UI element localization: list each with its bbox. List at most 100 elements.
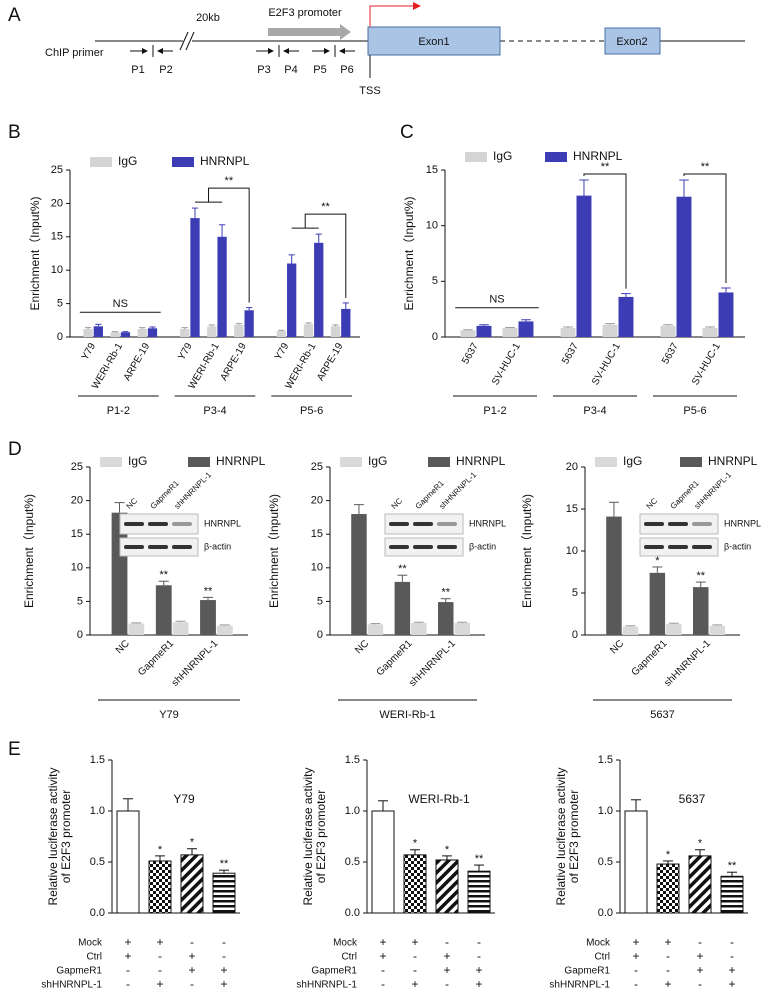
bar — [83, 328, 93, 337]
panel-label: B — [8, 122, 21, 143]
bar — [234, 324, 244, 337]
x-tick-label: Y79 — [176, 341, 195, 362]
condition-mark: + — [632, 949, 639, 963]
bar — [624, 810, 648, 914]
blot-band — [692, 522, 712, 526]
condition-label: Ctrl — [341, 952, 357, 963]
condition-mark: + — [156, 935, 163, 949]
y-axis-label: Enrichment（Input%) — [520, 494, 534, 608]
bar — [606, 516, 622, 635]
group-label: WERI-Rb-1 — [379, 709, 435, 721]
y-tick-label: 0 — [572, 629, 578, 641]
y-axis-label: Enrichment（Input%) — [28, 196, 42, 310]
condition-mark: - — [158, 949, 162, 963]
y-axis-label: Enrichment（Input%) — [267, 494, 281, 608]
y-tick-label: 1.5 — [598, 754, 613, 766]
significance: ** — [220, 858, 229, 870]
y-axis-label: of E2F3 promoter — [314, 790, 328, 883]
y-tick-label: 1.0 — [345, 805, 360, 817]
gap-label: 20kb — [196, 12, 220, 24]
condition-label: GapmeR1 — [311, 966, 357, 977]
significance: ** — [321, 201, 330, 213]
y-tick-label: 20 — [566, 461, 578, 473]
x-tick-label: GapmeR1 — [136, 638, 176, 678]
bar — [454, 622, 470, 635]
bar — [560, 328, 576, 337]
blot-band — [389, 545, 409, 549]
bar — [618, 296, 634, 337]
condition-mark: - — [413, 949, 417, 963]
legend-label: HNRNPL — [200, 154, 250, 168]
break-mark — [185, 31, 195, 51]
legend-swatch — [340, 457, 362, 467]
exon-box — [367, 26, 501, 56]
tss-label: TSS — [359, 85, 380, 97]
condition-mark: + — [728, 963, 735, 977]
y-axis-label: Relative luciferase activity — [46, 767, 60, 905]
blot-band — [437, 545, 457, 549]
significance: NS — [489, 294, 504, 306]
blot-band — [124, 545, 144, 549]
condition-mark: - — [126, 977, 130, 991]
x-tick-label: Y79 — [80, 341, 99, 362]
y-tick-label: 10 — [71, 562, 83, 574]
bar — [330, 326, 341, 337]
bar — [660, 325, 676, 337]
exon-label: Exon1 — [418, 36, 449, 48]
bar — [656, 863, 680, 914]
significance: * — [158, 844, 163, 856]
y-tick-label: 15 — [566, 503, 578, 515]
significance: * — [666, 849, 671, 861]
y-axis-label: of E2F3 promoter — [567, 790, 581, 883]
y-tick-label: 15 — [426, 164, 438, 176]
primer-name: P4 — [284, 64, 297, 76]
y-tick-label: 0.0 — [598, 907, 613, 919]
bar — [180, 328, 190, 337]
x-tick-label: SV-HUC-1 — [590, 341, 623, 387]
condition-mark: - — [730, 949, 734, 963]
bar — [148, 860, 172, 914]
bar — [411, 622, 427, 635]
bar — [702, 328, 718, 337]
condition-mark: + — [696, 949, 703, 963]
y-tick-label: 25 — [71, 461, 83, 473]
legend-label: HNRNPL — [708, 454, 758, 468]
condition-mark: - — [413, 963, 417, 977]
significance: ** — [225, 175, 234, 187]
primer-label: ChIP primer — [45, 47, 104, 59]
condition-label: shHNRNPL-1 — [296, 980, 357, 991]
bar — [120, 332, 131, 337]
significance: ** — [696, 570, 705, 582]
band-label: β-actin — [469, 541, 496, 551]
blot-band — [172, 522, 192, 526]
x-tick-label: NC — [353, 638, 371, 656]
bar — [303, 324, 314, 337]
x-tick-label: shHNRNPL-1 — [170, 638, 221, 689]
condition-mark: + — [379, 935, 386, 949]
y-tick-label: 25 — [51, 164, 63, 176]
legend-swatch — [172, 157, 194, 167]
lane-label: shHNRNPL-1 — [693, 470, 734, 511]
blot-band — [437, 522, 457, 526]
significance: ** — [475, 853, 484, 865]
gene-diagram — [95, 2, 745, 78]
band-label: HNRNPL — [469, 518, 506, 528]
primer-name: P5 — [313, 64, 326, 76]
condition-label: shHNRNPL-1 — [41, 980, 102, 991]
x-tick-label: 5637 — [560, 341, 581, 366]
primer-name: P3 — [257, 64, 270, 76]
legend-swatch — [100, 457, 122, 467]
band-label: HNRNPL — [724, 518, 761, 528]
primer-name: P2 — [159, 64, 172, 76]
condition-mark: + — [220, 963, 227, 977]
bar — [341, 308, 351, 337]
y-tick-label: 0 — [77, 629, 83, 641]
bar — [709, 625, 725, 635]
chart-title: WERI-Rb-1 — [408, 792, 470, 806]
y-tick-label: 10 — [311, 562, 323, 574]
condition-mark: - — [666, 963, 670, 977]
blot-band — [692, 545, 712, 549]
y-axis-label: of E2F3 promoter — [59, 790, 73, 883]
legend-label: HNRNPL — [216, 454, 266, 468]
